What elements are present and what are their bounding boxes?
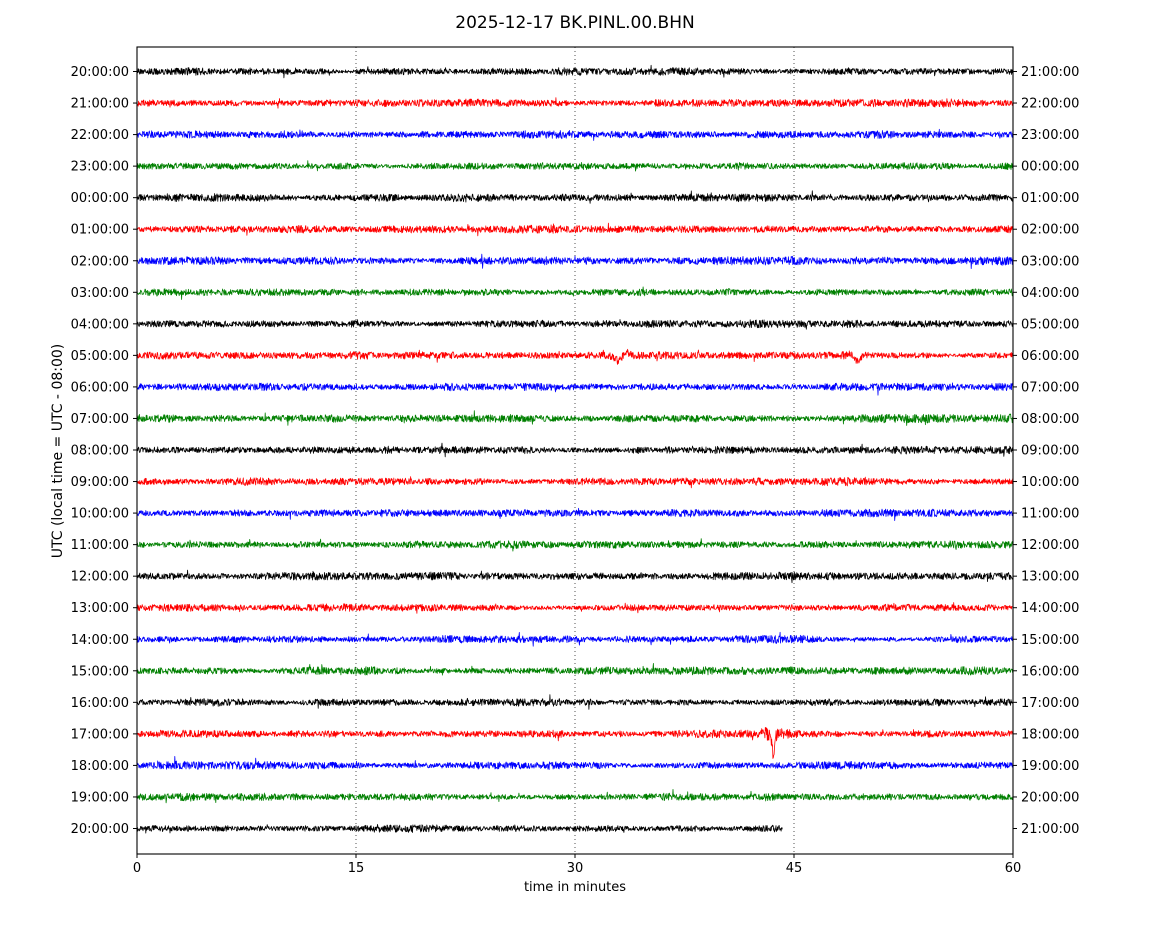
left-time-label: 03:00:00 (71, 286, 129, 301)
left-time-label: 12:00:00 (71, 570, 129, 585)
right-time-label: 13:00:00 (1021, 570, 1079, 585)
right-time-label: 05:00:00 (1021, 317, 1079, 332)
waveform-trace (136, 286, 1014, 300)
left-time-label: 01:00:00 (71, 223, 129, 238)
right-time-label: 07:00:00 (1021, 380, 1079, 395)
right-time-label: 10:00:00 (1021, 475, 1079, 490)
waveform-trace (136, 190, 1014, 204)
left-time-label: 17:00:00 (71, 727, 129, 742)
right-time-label: 08:00:00 (1021, 412, 1079, 427)
left-time-label: 09:00:00 (71, 475, 129, 490)
chart-title: 2025-12-17 BK.PINL.00.BHN (455, 13, 695, 33)
right-time-label: 16:00:00 (1021, 664, 1079, 679)
right-time-label: 00:00:00 (1021, 160, 1079, 175)
left-time-label: 13:00:00 (71, 601, 129, 616)
left-time-label: 16:00:00 (71, 696, 129, 711)
right-time-label: 02:00:00 (1021, 223, 1079, 238)
left-time-label: 20:00:00 (71, 65, 129, 80)
x-tick-label: 30 (567, 861, 584, 876)
waveform-trace (136, 319, 1014, 330)
right-time-label: 17:00:00 (1021, 696, 1079, 711)
right-time-label: 06:00:00 (1021, 349, 1079, 364)
waveform-trace (136, 410, 1014, 426)
left-time-label: 22:00:00 (71, 128, 129, 143)
waveform-trace (136, 160, 1014, 172)
waveform-trace (136, 253, 1014, 270)
right-time-label: 11:00:00 (1021, 507, 1079, 522)
waveform-trace (136, 756, 1014, 770)
waveform-trace (136, 602, 1014, 614)
left-time-label: 10:00:00 (71, 507, 129, 522)
right-time-label: 01:00:00 (1021, 191, 1079, 206)
left-time-label: 23:00:00 (71, 160, 129, 175)
left-time-label: 21:00:00 (71, 97, 129, 112)
right-time-label: 12:00:00 (1021, 538, 1079, 553)
x-tick-label: 15 (348, 861, 365, 876)
right-time-label: 09:00:00 (1021, 444, 1079, 459)
left-time-label: 20:00:00 (71, 822, 129, 837)
left-time-label: 00:00:00 (71, 191, 129, 206)
right-time-label: 18:00:00 (1021, 727, 1079, 742)
waveform-trace (136, 694, 1013, 710)
waveform-trace (136, 97, 1014, 109)
left-time-label: 02:00:00 (71, 254, 129, 269)
left-time-label: 04:00:00 (71, 317, 129, 332)
waveform-trace (136, 476, 1014, 489)
waveform-trace (136, 569, 1014, 584)
waveform-trace (136, 382, 1014, 396)
left-time-label: 19:00:00 (71, 790, 129, 805)
waveform-trace (136, 222, 1014, 237)
waveform-trace (136, 538, 1014, 552)
waveform-trace (136, 348, 1014, 365)
right-time-label: 21:00:00 (1021, 822, 1079, 837)
left-time-label: 08:00:00 (71, 444, 129, 459)
right-time-label: 19:00:00 (1021, 759, 1079, 774)
waveform-trace (136, 727, 1014, 759)
waveform-trace (136, 631, 1014, 647)
right-time-label: 04:00:00 (1021, 286, 1079, 301)
left-time-label: 14:00:00 (71, 633, 129, 648)
left-time-label: 07:00:00 (71, 412, 129, 427)
waveform-trace (136, 789, 1014, 804)
x-tick-label: 60 (1005, 861, 1022, 876)
right-time-label: 15:00:00 (1021, 633, 1079, 648)
x-axis-label: time in minutes (523, 880, 627, 895)
waveform-trace (136, 442, 1014, 458)
left-time-label: 05:00:00 (71, 349, 129, 364)
left-time-label: 15:00:00 (71, 664, 129, 679)
waveform-trace (136, 824, 783, 834)
right-time-label: 03:00:00 (1021, 254, 1079, 269)
right-time-label: 23:00:00 (1021, 128, 1079, 143)
waveform-trace (136, 64, 1014, 79)
right-time-label: 22:00:00 (1021, 97, 1079, 112)
left-time-label: 11:00:00 (71, 538, 129, 553)
waveform-trace (136, 128, 1014, 141)
left-time-label: 06:00:00 (71, 380, 129, 395)
waveform-trace (136, 663, 1013, 676)
right-time-label: 20:00:00 (1021, 790, 1079, 805)
x-tick-label: 0 (133, 861, 141, 876)
waveform-trace (136, 507, 1014, 521)
right-time-label: 21:00:00 (1021, 65, 1079, 80)
x-tick-label: 45 (786, 861, 803, 876)
right-time-label: 14:00:00 (1021, 601, 1079, 616)
left-time-label: 18:00:00 (71, 759, 129, 774)
